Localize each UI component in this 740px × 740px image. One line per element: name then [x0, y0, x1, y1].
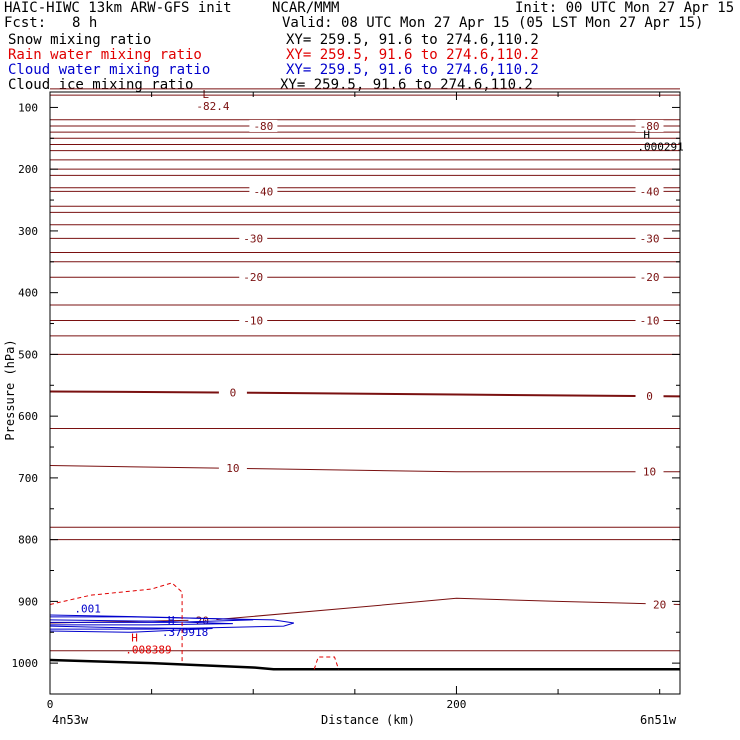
temp-label-2-0: -10: [243, 314, 263, 327]
temp-label-0-0: -80: [253, 120, 273, 133]
y-tick-label-6: 700: [18, 472, 38, 485]
temp-label-4-0: -30: [243, 232, 263, 245]
annotation-1: H: [643, 128, 650, 141]
fcst-label: Fcst:: [4, 15, 47, 31]
temp-label-bg-2-1: [635, 314, 664, 327]
y-tick-label-7: 800: [18, 534, 38, 547]
temp-contour-1: [49, 390, 681, 398]
temp-label-bg-1-0: [218, 386, 247, 399]
x-tick-label-1: 200: [447, 698, 467, 711]
valid-time: Valid: 08 UTC Mon 27 Apr 15 (05 LST Mon …: [282, 15, 704, 31]
y-tick-label-0: 100: [18, 101, 38, 114]
model-title: HAIC-HIWC 13km ARW-GFS init: [4, 0, 232, 16]
temp-label-bg-6-0: [218, 462, 247, 475]
annotation-2: .001: [74, 602, 101, 615]
temp-label-bg-1-1: [635, 389, 664, 402]
temp-contour-7: [49, 597, 681, 624]
y-tick-label-2: 300: [18, 225, 38, 238]
x-tick-label-0: 0: [47, 698, 54, 711]
temp-label-6-0: 10: [226, 462, 239, 475]
temp-label-3-1: -20: [640, 271, 660, 284]
y-axis-label: Pressure (hPa): [3, 339, 17, 440]
cloud-water-contour-1: [49, 619, 233, 626]
center-title: NCAR/MMM: [272, 0, 340, 16]
temp-label-bg-5-1: [635, 185, 664, 198]
annotation-sub-1: .000291: [637, 140, 683, 153]
temp-label-1-1: 0: [646, 390, 653, 403]
field-rain-name: Rain water mixing ratio: [8, 47, 202, 63]
plot-frame: [49, 91, 681, 695]
annotation-0: L: [202, 88, 209, 101]
init-time: Init: 00 UTC Mon 27 Apr 15: [515, 0, 735, 16]
temp-label-bg-4-1: [635, 232, 664, 245]
temp-label-7-1: 20: [653, 598, 666, 611]
temp-label-2-1: -10: [640, 314, 660, 327]
y-tick-label-3: 400: [18, 287, 38, 300]
y-tick-label-1: 200: [18, 163, 38, 176]
temp-label-0-1: -80: [640, 120, 660, 133]
annotation-4: H: [131, 632, 138, 645]
rain-contour-0: [49, 582, 183, 664]
y-tick-label-4: 500: [18, 348, 38, 361]
annotation-sub-3: .379918: [162, 626, 208, 639]
annotation-3: H: [168, 614, 175, 627]
temp-label-5-0: -40: [253, 185, 273, 198]
fcst-value: 8 h: [72, 15, 98, 31]
y-tick-label-9: 1000: [12, 657, 39, 670]
surface-line: [49, 658, 680, 671]
temp-label-5-1: -40: [640, 185, 660, 198]
temp-label-bg-3-1: [635, 271, 664, 284]
temp-label-bg-4-0: [239, 232, 268, 245]
cloud-water-contour-3: [49, 625, 213, 633]
temp-label-bg-7-1: [645, 598, 674, 611]
cloud-water-contour-2: [49, 614, 254, 623]
field-cloudwater-xy: XY= 259.5, 91.6 to 274.6,110.2: [286, 62, 539, 78]
temp-label-1-0: 0: [230, 387, 237, 400]
temp-contour-6: [49, 465, 680, 473]
field-cloudwater-name: Cloud water mixing ratio: [8, 62, 211, 78]
field-rain-xy: XY= 259.5, 91.6 to 274.6,110.2: [286, 47, 539, 63]
annotation-sub-4: .008389: [125, 644, 171, 657]
temp-label-bg-0-0: [249, 119, 278, 132]
field-snow-xy: XY= 259.5, 91.6 to 274.6,110.2: [286, 32, 539, 48]
x-axis-label: Distance (km): [321, 713, 415, 727]
temp-label-6-1: 10: [643, 466, 656, 479]
temp-label-4-1: -30: [640, 232, 660, 245]
temp-label-bg-3-0: [239, 271, 268, 284]
temp-label-bg-2-0: [239, 314, 268, 327]
rain-contour-1: [313, 656, 340, 670]
y-tick-label-8: 900: [18, 595, 38, 608]
temp-label-bg-5-0: [249, 185, 278, 198]
x-end-right: 6n51w: [640, 713, 677, 727]
y-tick-label-5: 600: [18, 410, 38, 423]
annotation-sub-0: -82.4: [196, 100, 229, 113]
x-end-left: 4n53w: [52, 713, 89, 727]
temp-label-bg-6-1: [635, 465, 664, 478]
temp-label-3-0: -20: [243, 271, 263, 284]
temp-label-bg-0-1: [635, 119, 664, 132]
field-snow-name: Snow mixing ratio: [8, 32, 152, 48]
